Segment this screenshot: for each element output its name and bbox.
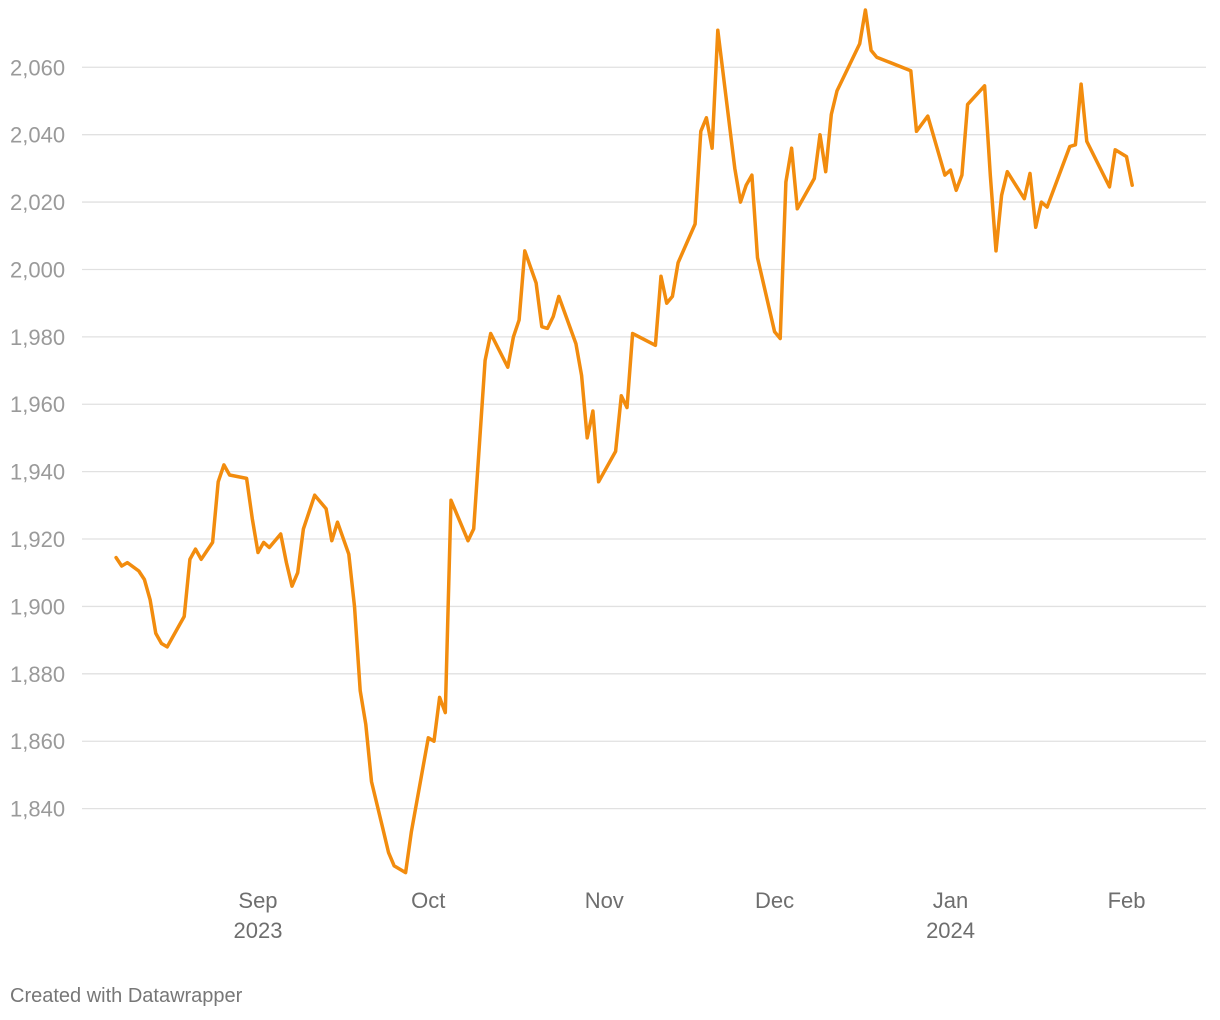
line-chart: 1,840 1,860 1,880 1,900 1,920 1,940 1,960 1,980… [10,8,1206,943]
y-axis-tick-labels: 1,840 1,860 1,880 1,900 1,920 1,940 1,960 1,980… [10,55,65,821]
y-tick-label: 1,900 [10,594,65,619]
y-gridlines [82,66,1206,810]
y-tick-label: 2,060 [10,55,65,80]
y-tick-label: 1,840 [10,797,65,822]
x-tick-label: Sep [238,888,277,913]
y-tick-label: 1,860 [10,729,65,754]
y-tick-label: 2,020 [10,190,65,215]
x-tick-label: Feb [1108,888,1146,913]
y-tick-label: 1,980 [10,325,65,350]
x-tick-label: Dec [755,888,794,913]
y-tick-label: 1,940 [10,460,65,485]
x-axis-tick-labels: Sep 2023 Oct Nov Dec Jan 2024 Feb [234,888,1146,943]
datawrapper-credit: Created with Datawrapper [10,985,243,1007]
y-tick-label: 2,040 [10,123,65,148]
series-layer [114,8,1134,875]
y-tick-label: 1,920 [10,527,65,552]
x-tick-label: Oct [411,888,445,913]
y-tick-label: 1,880 [10,662,65,687]
x-tick-year-label: 2024 [926,918,975,943]
y-tick-label: 2,000 [10,257,65,282]
series-line [114,8,1134,875]
x-tick-year-label: 2023 [234,918,283,943]
x-tick-label: Nov [585,888,624,913]
x-tick-label: Jan [933,888,968,913]
y-tick-label: 1,960 [10,392,65,417]
